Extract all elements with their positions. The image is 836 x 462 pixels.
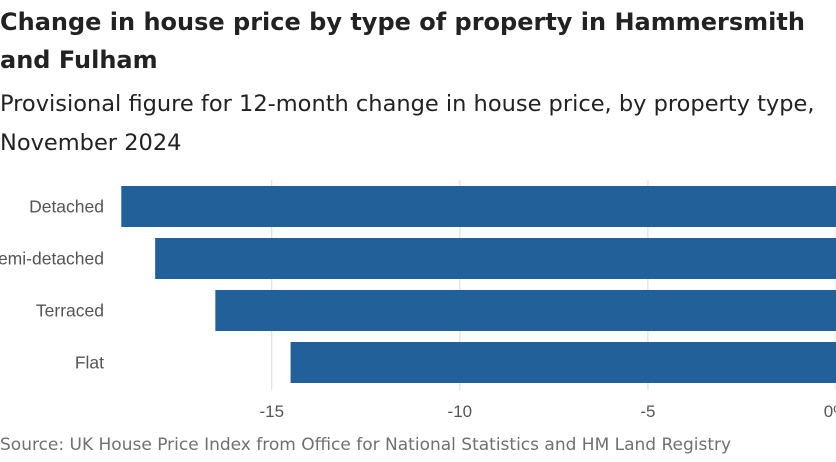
category-labels: Detached Semi-detached Terraced Flat: [0, 197, 104, 373]
chart-subtitle: Provisional figure for 12-month change i…: [0, 85, 836, 163]
chart-subtitle-line-2: November 2024: [0, 130, 182, 156]
bar: [121, 186, 836, 227]
chart-title: Change in house price by type of propert…: [0, 8, 805, 74]
source-note: Source: UK House Price Index from Office…: [0, 435, 732, 455]
x-tick-label: 0%: [824, 402, 836, 421]
x-tick-label: -15: [259, 402, 284, 421]
bar-chart: Detached Semi-detached Terraced Flat -15 -10…: [0, 180, 836, 421]
category-label: Flat: [75, 353, 104, 373]
chart-subtitle-line-1: Provisional figure for 12-month change i…: [0, 91, 815, 117]
bar: [290, 342, 836, 383]
category-label: Terraced: [36, 301, 104, 321]
bar: [155, 238, 836, 279]
bar: [215, 290, 836, 331]
x-axis-ticks: -15 -10 -5 0%: [259, 402, 836, 421]
x-tick-label: -10: [448, 402, 473, 421]
bars: [121, 186, 836, 383]
category-label: Detached: [29, 197, 104, 217]
category-label: Semi-detached: [0, 249, 104, 269]
x-tick-label: -5: [640, 402, 655, 421]
